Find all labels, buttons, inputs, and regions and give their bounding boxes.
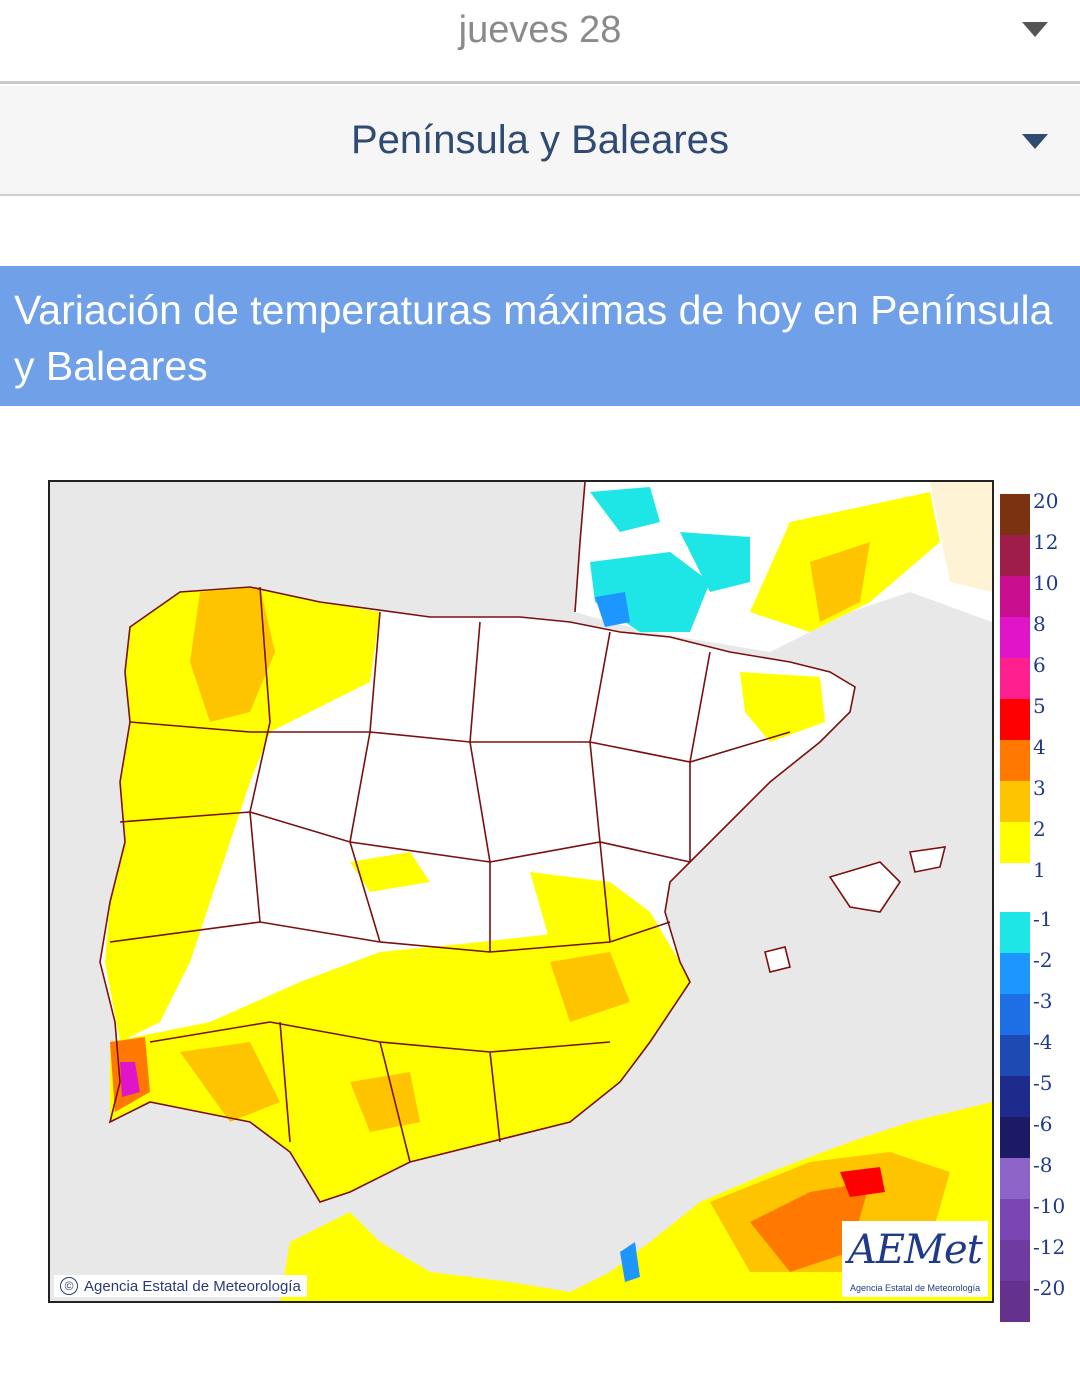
temperature-variation-map: © Agencia Estatal de Meteorología AEMet … xyxy=(48,480,994,1303)
region-selector[interactable]: Península y Baleares xyxy=(0,86,1080,196)
legend-label: 8 xyxy=(1033,612,1046,636)
legend-swatch xyxy=(1000,1240,1030,1281)
legend-label: -20 xyxy=(1033,1276,1066,1300)
legend-label: -3 xyxy=(1033,989,1053,1013)
legend-label: -2 xyxy=(1033,948,1053,972)
legend-label: 6 xyxy=(1033,653,1046,677)
legend-swatch xyxy=(1000,822,1030,863)
legend-swatch xyxy=(1000,494,1030,535)
legend-swatch xyxy=(1000,576,1030,617)
legend-swatch xyxy=(1000,740,1030,781)
day-selector-label: jueves 28 xyxy=(458,9,622,51)
aemet-logo-text: AEMet xyxy=(848,1227,983,1273)
legend-label: 1 xyxy=(1033,858,1046,882)
day-selector[interactable]: jueves 28 xyxy=(0,0,1080,84)
legend-swatch xyxy=(1000,1076,1030,1117)
legend-swatch xyxy=(1000,1117,1030,1158)
color-legend: 20 12 10 8 6 5 4 3 2 1 -1 -2 -3 -4 -5 -6 -8 -10 -12 -20 xyxy=(1000,490,1076,1322)
legend-label: 3 xyxy=(1033,776,1046,800)
legend-label: -6 xyxy=(1033,1112,1053,1136)
legend-swatch xyxy=(1000,912,1030,953)
map-credit: © Agencia Estatal de Meteorología xyxy=(54,1275,307,1297)
legend-label: 2 xyxy=(1033,817,1046,841)
legend-label: 20 xyxy=(1033,489,1059,513)
map-image xyxy=(50,482,992,1301)
legend-swatch xyxy=(1000,1158,1030,1199)
section-title: Variación de temperaturas máximas de hoy… xyxy=(0,266,1080,406)
legend-swatch xyxy=(1000,994,1030,1035)
legend-label: -5 xyxy=(1033,1071,1053,1095)
legend-label: -10 xyxy=(1033,1194,1066,1218)
region-selector-label: Península y Baleares xyxy=(350,117,729,162)
legend-label: -8 xyxy=(1033,1153,1053,1177)
map-credit-text: Agencia Estatal de Meteorología xyxy=(84,1277,301,1295)
legend-label: -1 xyxy=(1033,907,1053,931)
legend-swatch xyxy=(1000,1199,1030,1240)
legend-label: 10 xyxy=(1033,571,1059,595)
legend-swatch xyxy=(1000,953,1030,994)
aemet-logo-subtitle: Agencia Estatal de Meteorología xyxy=(850,1283,981,1293)
copyright-icon: © xyxy=(60,1277,78,1295)
legend-swatch xyxy=(1000,1281,1030,1322)
legend-label: 5 xyxy=(1033,694,1046,718)
legend-swatch xyxy=(1000,863,1030,904)
aemet-logo: AEMet Agencia Estatal de Meteorología xyxy=(842,1221,988,1297)
legend-label: -12 xyxy=(1033,1235,1066,1259)
legend-swatch xyxy=(1000,781,1030,822)
legend-swatch xyxy=(1000,535,1030,576)
legend-label: 12 xyxy=(1033,530,1059,554)
legend-swatch xyxy=(1000,1035,1030,1076)
legend-label: -4 xyxy=(1033,1030,1053,1054)
legend-swatch xyxy=(1000,658,1030,699)
legend-swatch xyxy=(1000,699,1030,740)
chevron-down-icon[interactable] xyxy=(1022,22,1048,37)
legend-label: 4 xyxy=(1033,735,1046,759)
legend-swatch xyxy=(1000,617,1030,658)
chevron-down-icon[interactable] xyxy=(1022,134,1048,149)
